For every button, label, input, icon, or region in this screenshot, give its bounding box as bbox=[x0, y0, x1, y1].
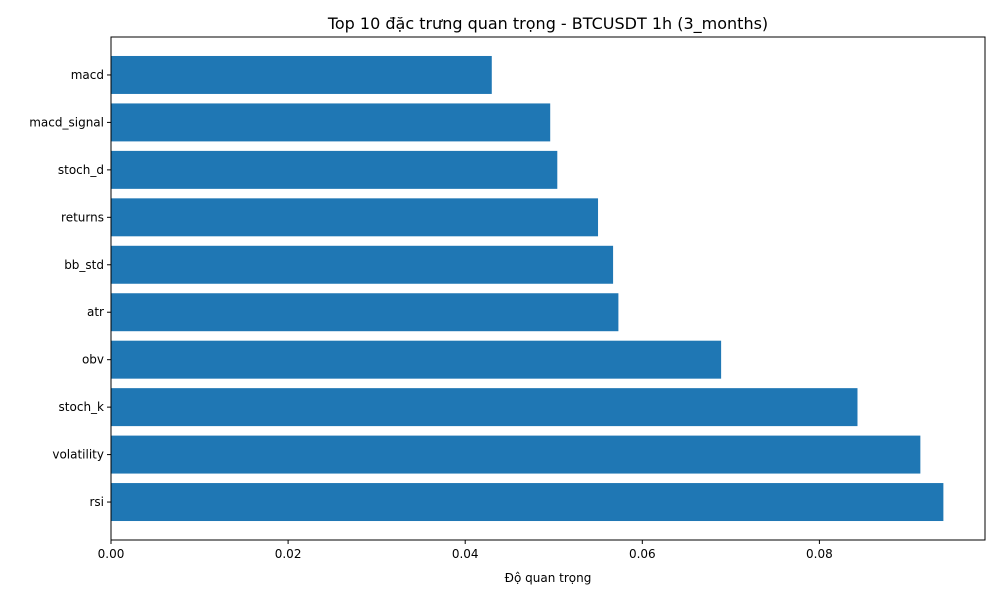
bar-atr bbox=[111, 293, 619, 332]
bar-obv bbox=[111, 340, 722, 379]
bar-bb-std bbox=[111, 245, 614, 284]
x-tick-label: 0.00 bbox=[98, 547, 125, 561]
y-tick-label: macd bbox=[71, 68, 104, 82]
y-tick-label: macd_signal bbox=[29, 115, 104, 129]
y-tick-label: volatility bbox=[52, 448, 104, 462]
plot-frame bbox=[110, 36, 986, 541]
x-tick-label: 0.06 bbox=[629, 547, 656, 561]
bar-stoch-k bbox=[111, 388, 858, 427]
y-tick-label: stoch_d bbox=[58, 163, 104, 177]
chart-title: Top 10 đặc trưng quan trọng - BTCUSDT 1h… bbox=[327, 14, 768, 34]
x-axis-ticks: 0.00 0.02 0.04 0.06 0.08 bbox=[98, 540, 833, 561]
y-tick-label: returns bbox=[61, 210, 104, 224]
bar-macd bbox=[111, 55, 492, 94]
y-tick-label: obv bbox=[82, 353, 104, 367]
y-tick-label: atr bbox=[87, 305, 104, 319]
x-axis-label: Độ quan trọng bbox=[505, 571, 592, 585]
y-tick-label: rsi bbox=[89, 495, 104, 509]
bar-rsi bbox=[111, 483, 944, 522]
bars-group bbox=[111, 55, 944, 522]
x-tick-label: 0.04 bbox=[452, 547, 479, 561]
x-tick-label: 0.08 bbox=[806, 547, 833, 561]
x-tick-label: 0.02 bbox=[275, 547, 302, 561]
y-tick-label: bb_std bbox=[64, 258, 104, 272]
bar-macd-signal bbox=[111, 103, 551, 142]
bar-volatility bbox=[111, 435, 921, 474]
y-tick-label: stoch_k bbox=[59, 400, 105, 414]
bar-returns bbox=[111, 198, 599, 237]
bar-stoch-d bbox=[111, 150, 558, 189]
